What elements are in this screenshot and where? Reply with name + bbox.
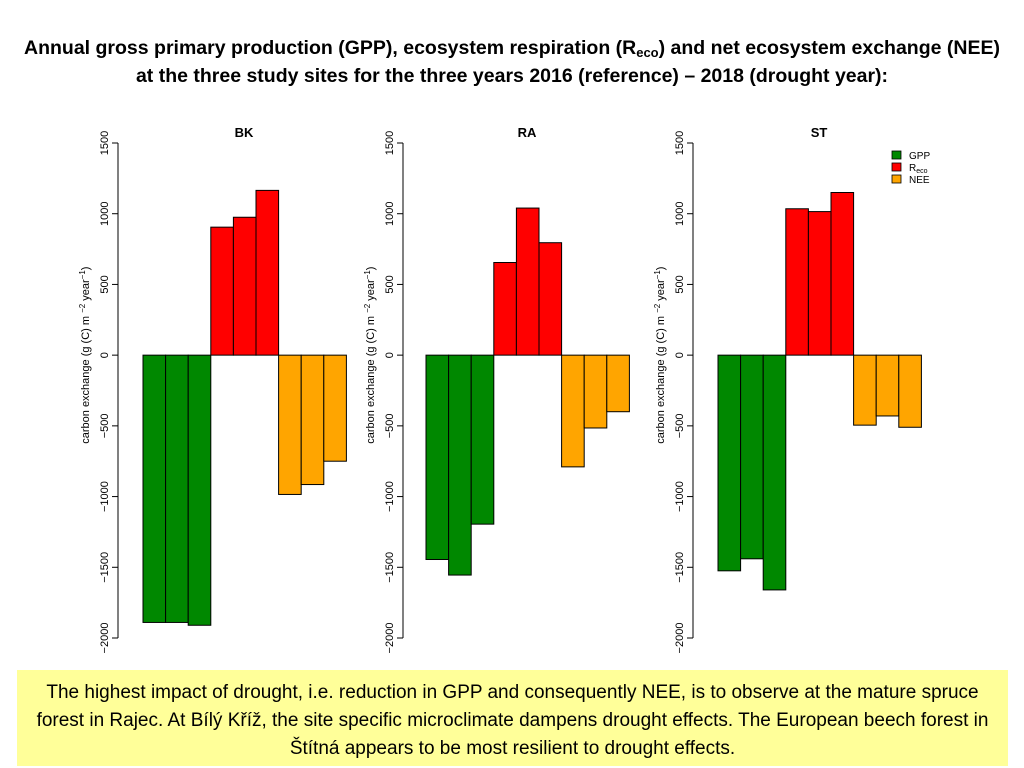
chart-bk-bar-nee [323,354,347,462]
chart-ra-bar-nee [606,354,630,413]
chart-st-legend-label-reco: Reco [909,163,928,175]
chart-st-legend-swatch-reco [891,162,902,172]
chart-bk-y-tick-label: 1500 [99,131,111,155]
chart-bk-bar-gpp [142,354,167,623]
chart-st-bar-reco [830,192,855,356]
chart-st-legend-swatch-nee [891,174,902,184]
chart-st-bar-gpp [740,354,764,560]
title-line-2: at the three study sites for the three y… [135,65,889,87]
chart-st-bar-nee [898,354,922,428]
chart-st-bar-reco [807,211,832,356]
chart-st-y-tick-label: −2000 [674,623,686,654]
chart-bk-bar-gpp [187,354,212,626]
title-subscript: eco [636,45,659,60]
chart-bk-title: BK [235,125,254,140]
chart-bk-bar-gpp [165,354,189,623]
chart-bk-y-tick-label: −1000 [99,481,111,512]
carbon-exchange-charts: BK 1500 1000 500 0 −500 −1000 −1500 −2000 carbon … [78,125,930,654]
summary-text: The highest impact of drought, i.e. redu… [36,682,989,759]
chart-bk-y-tick-label: 1000 [99,201,111,225]
slide-title: Annual gross primary production (GPP), e… [0,34,1024,90]
chart-st-y-tick-label: 1500 [674,131,686,155]
chart-st-y-tick-label: 1000 [674,201,686,225]
chart-ra-y-tick-label: −2000 [384,623,396,654]
chart-st-bar-gpp [717,354,742,572]
chart-ra-y-tick-label: 500 [384,275,396,293]
chart-ra-bar-reco [538,242,563,356]
chart-st-y-tick-label: 500 [674,275,686,293]
summary-box: The highest impact of drought, i.e. redu… [17,670,1008,766]
chart-bk-bar-reco [232,216,257,356]
chart-st-y-tick-label: −500 [674,413,686,438]
chart-st-legend-label-gpp: GPP [909,151,930,162]
chart-ra-y-tick-label: −1500 [384,552,396,583]
chart-bk-bar-nee [278,354,302,495]
chart-ra-bar-reco [515,207,540,356]
chart-st-y-label: carbon exchange (g (C) m −2 year−1) [653,267,667,444]
chart-ra-bar-reco [493,262,517,356]
chart-bk-y-label: carbon exchange (g (C) m −2 year−1) [78,267,92,444]
chart-st-bar-nee [853,354,877,426]
chart-ra-bar-gpp [425,354,450,561]
chart-st-legend-swatch-gpp [891,150,902,160]
chart-ra-y-label: carbon exchange (g (C) m −2 year−1) [363,267,377,444]
chart-bk-bar-reco [255,189,280,356]
chart-ra-bar-gpp [470,354,495,525]
chart-bk-y-tick-label: 0 [99,352,111,358]
chart-ra-bar-nee [583,354,608,429]
chart-bk-bar-reco [210,226,234,356]
chart-st-title: ST [811,125,828,140]
chart-ra-y-tick-label: −500 [384,413,396,438]
chart-st-y-tick-label: −1500 [674,552,686,583]
chart-ra-y-tick-label: 1500 [384,131,396,155]
chart-ra-bar-gpp [448,354,472,576]
chart-ra-y-tick-label: −1000 [384,481,396,512]
chart-st-bar-reco [785,208,809,356]
title-part-2: ) and net ecosystem exchange (NEE) [658,37,1000,59]
chart-st-y-tick-label: −1000 [674,481,686,512]
chart-st-bar-nee [875,354,900,417]
chart-st-legend-label-nee: NEE [909,175,930,186]
chart-ra-bar-nee [561,354,585,468]
chart-st-y-tick-label: 0 [674,352,686,358]
title-part-1: Annual gross primary production (GPP), e… [24,37,637,59]
chart-bk-y-tick-label: −2000 [99,623,111,654]
chart-bk-y-tick-label: −1500 [99,552,111,583]
chart-ra-title: RA [518,125,537,140]
chart-ra-y-tick-label: 0 [384,352,396,358]
chart-bk-bar-nee [300,354,325,486]
chart-st-bar-gpp [762,354,787,591]
chart-bk-y-tick-label: −500 [99,413,111,438]
chart-ra-y-tick-label: 1000 [384,201,396,225]
chart-bk-y-tick-label: 500 [99,275,111,293]
